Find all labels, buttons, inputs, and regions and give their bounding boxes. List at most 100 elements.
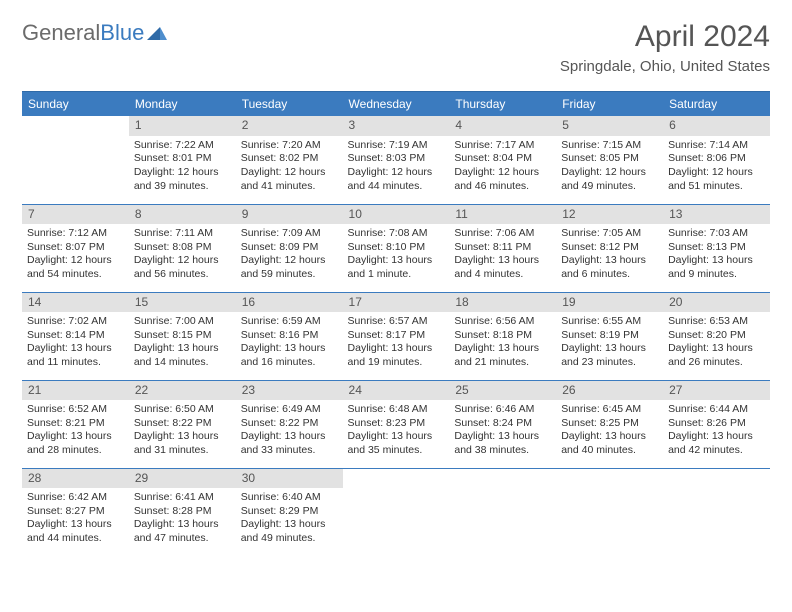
sunrise-line: Sunrise: 6:44 AM — [668, 403, 765, 417]
day-number: 1 — [129, 116, 236, 136]
brand-part2: Blue — [100, 20, 144, 46]
calendar-cell — [556, 468, 663, 556]
sunset-line: Sunset: 8:13 PM — [668, 241, 765, 255]
calendar-cell: 22Sunrise: 6:50 AMSunset: 8:22 PMDayligh… — [129, 380, 236, 468]
daylight-line: Daylight: 12 hours and 41 minutes. — [241, 166, 338, 193]
day-details: Sunrise: 7:11 AMSunset: 8:08 PMDaylight:… — [129, 224, 236, 287]
day-details: Sunrise: 7:06 AMSunset: 8:11 PMDaylight:… — [449, 224, 556, 287]
brand-part1: General — [22, 20, 100, 46]
daylight-line: Daylight: 13 hours and 19 minutes. — [348, 342, 445, 369]
daylight-line: Daylight: 12 hours and 46 minutes. — [454, 166, 551, 193]
calendar-cell: 9Sunrise: 7:09 AMSunset: 8:09 PMDaylight… — [236, 204, 343, 292]
daylight-line: Daylight: 12 hours and 56 minutes. — [134, 254, 231, 281]
weekday-header: Wednesday — [343, 92, 450, 117]
day-details: Sunrise: 7:02 AMSunset: 8:14 PMDaylight:… — [22, 312, 129, 375]
weekday-header: Saturday — [663, 92, 770, 117]
sunrise-line: Sunrise: 7:00 AM — [134, 315, 231, 329]
calendar-cell: 24Sunrise: 6:48 AMSunset: 8:23 PMDayligh… — [343, 380, 450, 468]
daylight-line: Daylight: 12 hours and 49 minutes. — [561, 166, 658, 193]
daylight-line: Daylight: 13 hours and 1 minute. — [348, 254, 445, 281]
day-number: 17 — [343, 293, 450, 313]
header: GeneralBlue April 2024 Springdale, Ohio,… — [22, 20, 770, 75]
day-details: Sunrise: 6:40 AMSunset: 8:29 PMDaylight:… — [236, 488, 343, 551]
daylight-line: Daylight: 13 hours and 47 minutes. — [134, 518, 231, 545]
day-details: Sunrise: 7:19 AMSunset: 8:03 PMDaylight:… — [343, 136, 450, 199]
day-details: Sunrise: 6:46 AMSunset: 8:24 PMDaylight:… — [449, 400, 556, 463]
day-number: 26 — [556, 381, 663, 401]
calendar-cell: 7Sunrise: 7:12 AMSunset: 8:07 PMDaylight… — [22, 204, 129, 292]
calendar-cell: 10Sunrise: 7:08 AMSunset: 8:10 PMDayligh… — [343, 204, 450, 292]
day-number: 9 — [236, 205, 343, 225]
calendar-cell: 18Sunrise: 6:56 AMSunset: 8:18 PMDayligh… — [449, 292, 556, 380]
calendar-cell: 19Sunrise: 6:55 AMSunset: 8:19 PMDayligh… — [556, 292, 663, 380]
sunset-line: Sunset: 8:26 PM — [668, 417, 765, 431]
day-number: 23 — [236, 381, 343, 401]
calendar-cell: 1Sunrise: 7:22 AMSunset: 8:01 PMDaylight… — [129, 116, 236, 204]
sunrise-line: Sunrise: 7:17 AM — [454, 139, 551, 153]
weekday-header: Tuesday — [236, 92, 343, 117]
day-number: 10 — [343, 205, 450, 225]
day-details: Sunrise: 7:17 AMSunset: 8:04 PMDaylight:… — [449, 136, 556, 199]
daylight-line: Daylight: 13 hours and 44 minutes. — [27, 518, 124, 545]
sunrise-line: Sunrise: 7:12 AM — [27, 227, 124, 241]
calendar-row: 7Sunrise: 7:12 AMSunset: 8:07 PMDaylight… — [22, 204, 770, 292]
brand-logo: GeneralBlue — [22, 20, 168, 46]
calendar-cell: 3Sunrise: 7:19 AMSunset: 8:03 PMDaylight… — [343, 116, 450, 204]
daylight-line: Daylight: 12 hours and 51 minutes. — [668, 166, 765, 193]
day-number: 8 — [129, 205, 236, 225]
sunset-line: Sunset: 8:28 PM — [134, 505, 231, 519]
day-number: 11 — [449, 205, 556, 225]
sunrise-line: Sunrise: 6:50 AM — [134, 403, 231, 417]
day-details: Sunrise: 6:53 AMSunset: 8:20 PMDaylight:… — [663, 312, 770, 375]
day-number: 6 — [663, 116, 770, 136]
day-number: 21 — [22, 381, 129, 401]
sunrise-line: Sunrise: 6:55 AM — [561, 315, 658, 329]
day-details: Sunrise: 7:08 AMSunset: 8:10 PMDaylight:… — [343, 224, 450, 287]
sunrise-line: Sunrise: 7:20 AM — [241, 139, 338, 153]
sunrise-line: Sunrise: 6:45 AM — [561, 403, 658, 417]
sunrise-line: Sunrise: 7:02 AM — [27, 315, 124, 329]
sunset-line: Sunset: 8:19 PM — [561, 329, 658, 343]
sunrise-line: Sunrise: 7:08 AM — [348, 227, 445, 241]
daylight-line: Daylight: 13 hours and 42 minutes. — [668, 430, 765, 457]
day-number: 14 — [22, 293, 129, 313]
calendar-cell: 4Sunrise: 7:17 AMSunset: 8:04 PMDaylight… — [449, 116, 556, 204]
day-details: Sunrise: 6:41 AMSunset: 8:28 PMDaylight:… — [129, 488, 236, 551]
day-details: Sunrise: 6:59 AMSunset: 8:16 PMDaylight:… — [236, 312, 343, 375]
day-details: Sunrise: 7:00 AMSunset: 8:15 PMDaylight:… — [129, 312, 236, 375]
sunset-line: Sunset: 8:27 PM — [27, 505, 124, 519]
weekday-header: Sunday — [22, 92, 129, 117]
calendar-row: 21Sunrise: 6:52 AMSunset: 8:21 PMDayligh… — [22, 380, 770, 468]
sunset-line: Sunset: 8:11 PM — [454, 241, 551, 255]
sunset-line: Sunset: 8:20 PM — [668, 329, 765, 343]
day-number: 16 — [236, 293, 343, 313]
sunset-line: Sunset: 8:03 PM — [348, 152, 445, 166]
weekday-header-row: Sunday Monday Tuesday Wednesday Thursday… — [22, 92, 770, 117]
sunset-line: Sunset: 8:21 PM — [27, 417, 124, 431]
sunset-line: Sunset: 8:06 PM — [668, 152, 765, 166]
daylight-line: Daylight: 12 hours and 54 minutes. — [27, 254, 124, 281]
sunrise-line: Sunrise: 6:57 AM — [348, 315, 445, 329]
brand-triangle-icon — [146, 24, 168, 42]
calendar-cell: 13Sunrise: 7:03 AMSunset: 8:13 PMDayligh… — [663, 204, 770, 292]
sunset-line: Sunset: 8:01 PM — [134, 152, 231, 166]
sunrise-line: Sunrise: 6:59 AM — [241, 315, 338, 329]
location-subtitle: Springdale, Ohio, United States — [560, 58, 770, 75]
calendar-cell: 15Sunrise: 7:00 AMSunset: 8:15 PMDayligh… — [129, 292, 236, 380]
sunset-line: Sunset: 8:15 PM — [134, 329, 231, 343]
sunset-line: Sunset: 8:17 PM — [348, 329, 445, 343]
sunset-line: Sunset: 8:08 PM — [134, 241, 231, 255]
sunset-line: Sunset: 8:05 PM — [561, 152, 658, 166]
daylight-line: Daylight: 12 hours and 44 minutes. — [348, 166, 445, 193]
sunset-line: Sunset: 8:22 PM — [241, 417, 338, 431]
calendar-row: 14Sunrise: 7:02 AMSunset: 8:14 PMDayligh… — [22, 292, 770, 380]
daylight-line: Daylight: 13 hours and 35 minutes. — [348, 430, 445, 457]
day-details: Sunrise: 7:12 AMSunset: 8:07 PMDaylight:… — [22, 224, 129, 287]
weekday-header: Friday — [556, 92, 663, 117]
sunset-line: Sunset: 8:12 PM — [561, 241, 658, 255]
sunrise-line: Sunrise: 7:06 AM — [454, 227, 551, 241]
daylight-line: Daylight: 13 hours and 16 minutes. — [241, 342, 338, 369]
sunrise-line: Sunrise: 7:15 AM — [561, 139, 658, 153]
day-details: Sunrise: 7:03 AMSunset: 8:13 PMDaylight:… — [663, 224, 770, 287]
daylight-line: Daylight: 13 hours and 33 minutes. — [241, 430, 338, 457]
